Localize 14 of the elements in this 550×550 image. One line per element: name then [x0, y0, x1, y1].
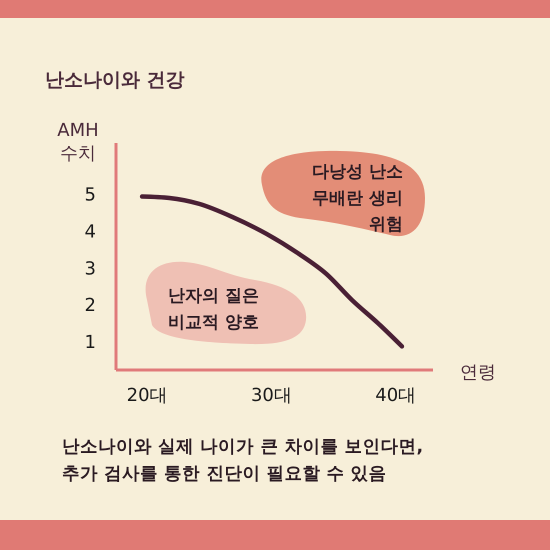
y-tick-label: 4: [84, 221, 96, 242]
annotation: 다낭성 난소 무배란 생리 위험: [312, 162, 403, 235]
text: 난소나이와 실제 나이가 큰 차이를 보인다면, 추가 검사를 통한 진단이 필요할 수 있음: [62, 437, 424, 484]
x-tick-label: 20대: [126, 384, 168, 406]
y-tick-label: 1: [84, 332, 96, 354]
x-axis-title: 연령: [460, 362, 496, 383]
chart-title: 난소나이와 건강: [45, 69, 185, 91]
y-tick-label: 5: [84, 184, 96, 206]
x-tick-label: 40대: [375, 384, 416, 406]
y-axis-title: AMH 수치: [57, 120, 99, 164]
x-tick-label: 30대: [250, 384, 292, 406]
y-tick-label: 3: [84, 258, 96, 280]
annotation: 난자의 질은 비교적 양호: [168, 286, 259, 332]
y-tick-label: 2: [84, 295, 96, 316]
